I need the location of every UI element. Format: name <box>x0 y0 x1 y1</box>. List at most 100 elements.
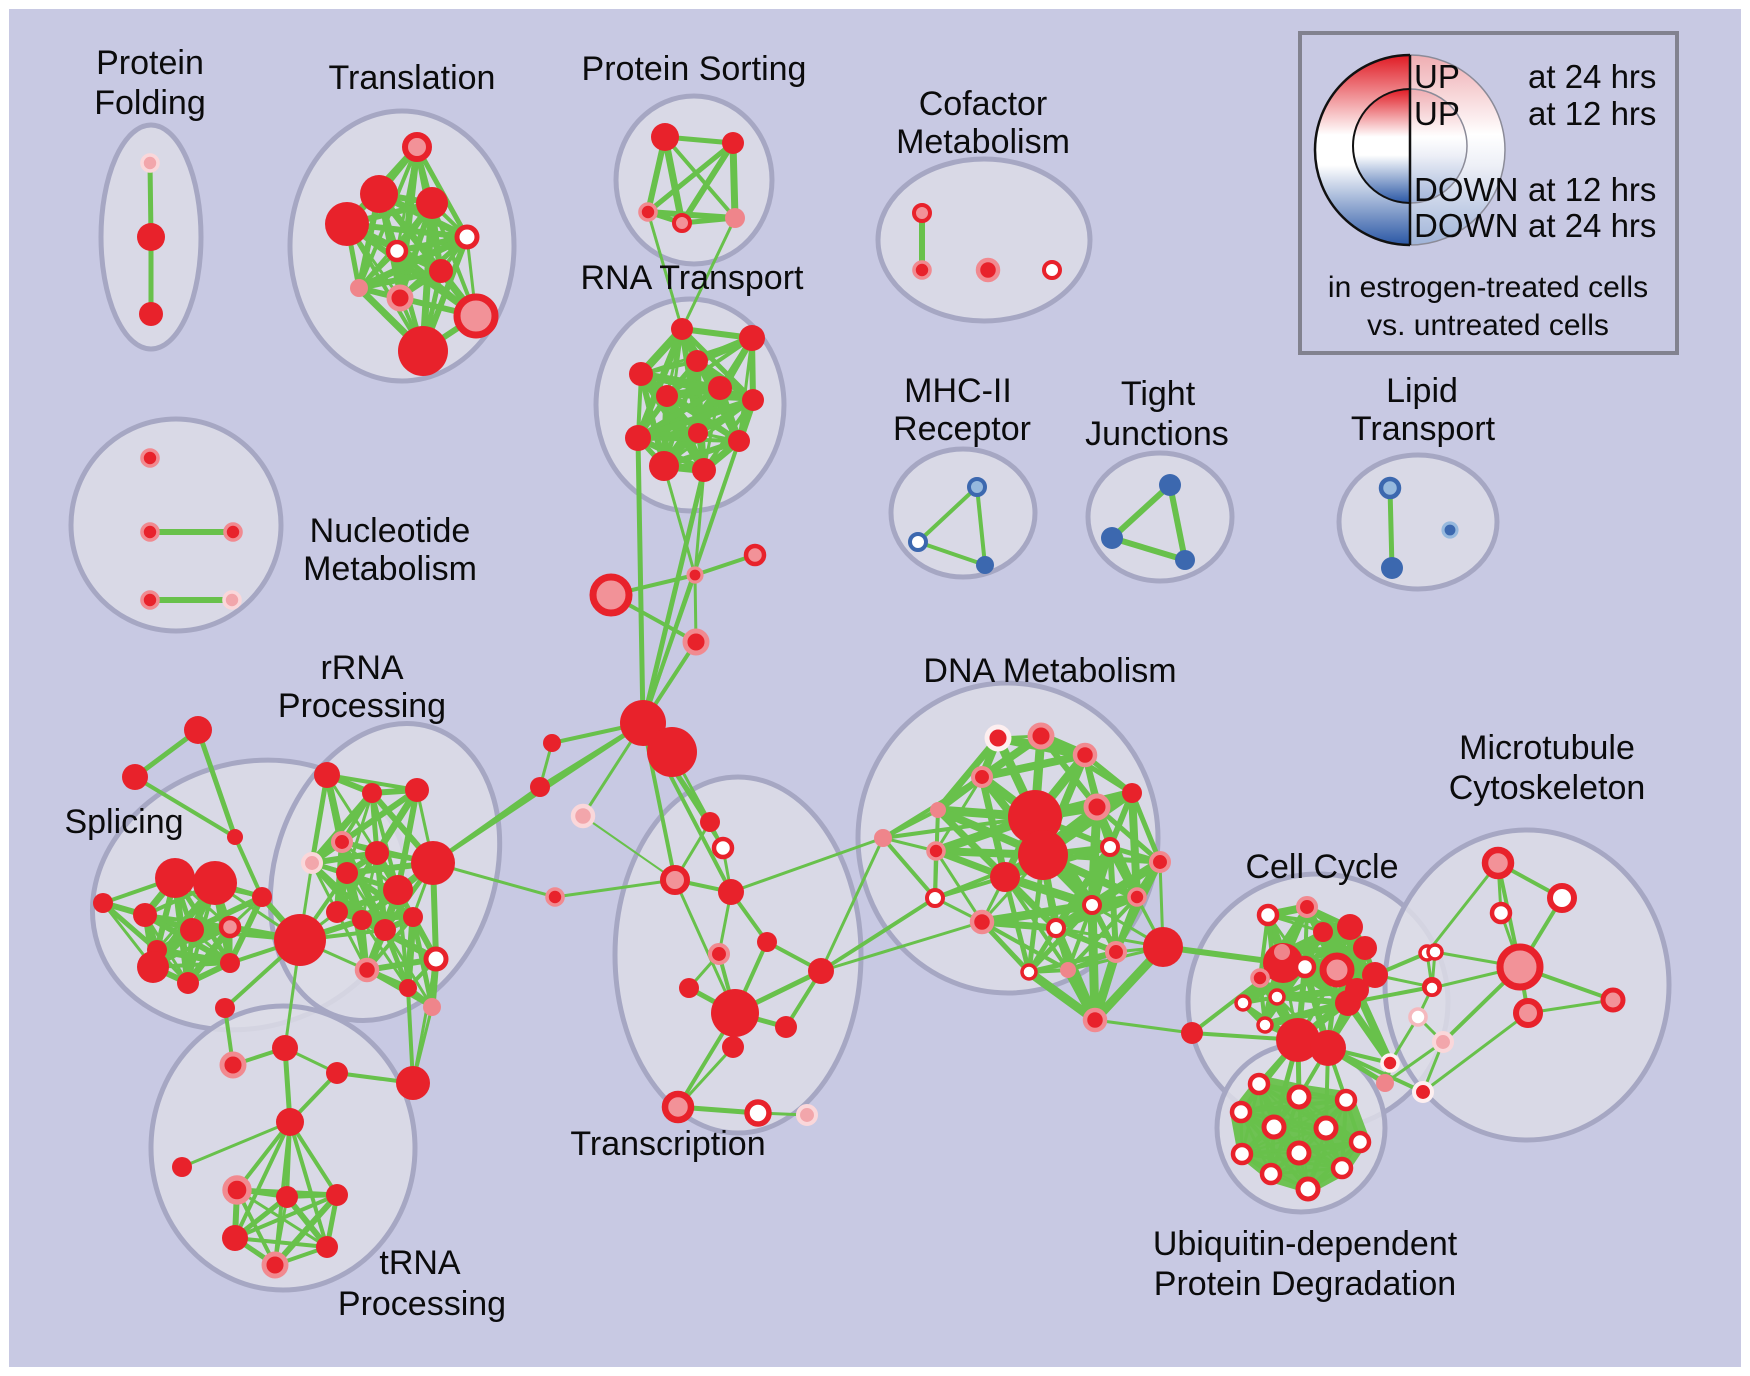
cluster-transcription-ellipse <box>612 774 864 1136</box>
cluster-protein-sorting-ellipse <box>613 93 775 267</box>
edge <box>729 836 885 894</box>
edge <box>693 468 706 577</box>
node-hb5 <box>647 727 697 777</box>
node-cf0 <box>912 203 932 223</box>
node-rt1 <box>739 325 765 351</box>
node-cf2 <box>975 257 1001 283</box>
node-rt8 <box>625 425 651 451</box>
node-rt2 <box>686 350 708 372</box>
node-sp0 <box>155 858 195 898</box>
node-cb5 <box>1181 1022 1203 1044</box>
node-dm0 <box>984 724 1012 752</box>
legend-row-direction: DOWN <box>1414 207 1518 244</box>
edge <box>373 786 421 857</box>
node-tc9 <box>711 989 759 1037</box>
cluster-nucleotide-metabolism-label: Nucleotide <box>310 512 471 550</box>
node-nm3 <box>140 590 160 610</box>
node-dm5 <box>1083 793 1111 821</box>
node-sp3 <box>133 903 157 927</box>
node-ub11 <box>1295 1176 1321 1202</box>
node-xx2 <box>570 803 596 829</box>
node-pf0 <box>140 153 160 173</box>
node-cc13 <box>1256 1016 1274 1034</box>
node-tl5 <box>385 239 409 263</box>
edge <box>1024 967 1100 1025</box>
edge <box>975 485 987 567</box>
edge <box>661 133 686 227</box>
cluster-protein-folding-label: Protein <box>96 44 204 82</box>
node-tc2 <box>660 865 690 895</box>
node-lp0 <box>1378 476 1402 500</box>
edge <box>1109 482 1173 541</box>
node-tj0 <box>1159 474 1181 496</box>
node-ub2 <box>1334 1088 1358 1112</box>
legend-footer-text: vs. untreated cells <box>1367 309 1609 342</box>
node-rr1 <box>362 783 382 803</box>
node-mt0 <box>1481 846 1515 880</box>
edge <box>680 216 737 331</box>
node-rr16 <box>423 998 441 1016</box>
cluster-translation-label: Translation <box>329 59 496 97</box>
cluster-ubiquitin-degradation-label: Protein Degradation <box>1154 1265 1456 1303</box>
edge <box>978 751 1089 781</box>
cluster-lipid-transport-label: Lipid <box>1386 372 1458 410</box>
cluster-mhc-ii-receptor-label: Receptor <box>893 410 1031 448</box>
node-tc13 <box>744 1099 772 1127</box>
node-ps4 <box>725 208 745 228</box>
edge <box>339 787 420 845</box>
node-cf1 <box>912 260 932 280</box>
node-cf3 <box>1042 260 1062 280</box>
node-dm14 <box>925 888 945 908</box>
edge <box>1094 804 1163 865</box>
edge <box>288 1120 339 1197</box>
node-mt5 <box>1423 979 1441 997</box>
node-rt9 <box>728 430 750 452</box>
node-tl9 <box>453 293 499 339</box>
legend-footer-text: in estrogen-treated cells <box>1328 271 1648 304</box>
node-dm11 <box>990 862 1020 892</box>
edge <box>411 957 438 1085</box>
node-rr6 <box>336 862 358 884</box>
node-cc5 <box>1353 936 1377 960</box>
node-ub7 <box>1230 1142 1254 1166</box>
edge <box>978 918 1060 932</box>
node-tl8 <box>386 284 414 312</box>
node-cc8 <box>1274 944 1290 960</box>
cluster-nucleotide-metabolism-label: Metabolism <box>303 550 477 588</box>
edge <box>635 435 646 726</box>
node-tn4 <box>316 1236 338 1258</box>
cluster-rrna-processing-label: rRNA <box>320 649 403 687</box>
node-tl7 <box>350 279 368 297</box>
legend-circle-inner-right <box>1410 88 1468 204</box>
legend-row-time: at 24 hrs <box>1528 207 1656 244</box>
cluster-tight-junctions-ellipse <box>1085 450 1235 584</box>
edge <box>646 210 684 331</box>
edge <box>980 920 1070 972</box>
legend-row-direction: DOWN <box>1414 171 1518 208</box>
edge <box>729 139 739 222</box>
edge <box>1421 1011 1530 1094</box>
node-bh0 <box>274 914 326 966</box>
cluster-dna-metabolism-label: DNA Metabolism <box>923 652 1176 690</box>
edge <box>189 894 265 933</box>
cluster-protein-sorting-label: Protein Sorting <box>582 50 807 88</box>
edge <box>634 325 686 442</box>
node-bb0 <box>215 998 235 1018</box>
edge <box>637 370 757 404</box>
legend: UP at 24 hrs UP at 12 hrs DOWN at 12 hrs DOWN a… <box>1298 31 1679 355</box>
edge <box>1383 1040 1445 1085</box>
node-tc7 <box>808 958 834 984</box>
node-rt11 <box>692 458 716 482</box>
node-bb1 <box>219 1051 247 1079</box>
node-tc5 <box>757 932 777 952</box>
node-mh2 <box>976 556 994 574</box>
node-tl4 <box>454 224 480 250</box>
node-sp1 <box>193 861 237 905</box>
node-dm15 <box>969 909 995 935</box>
edge <box>195 727 238 840</box>
node-rr0 <box>314 762 340 788</box>
node-cb2 <box>1408 1007 1428 1027</box>
node-hb2 <box>589 573 633 617</box>
